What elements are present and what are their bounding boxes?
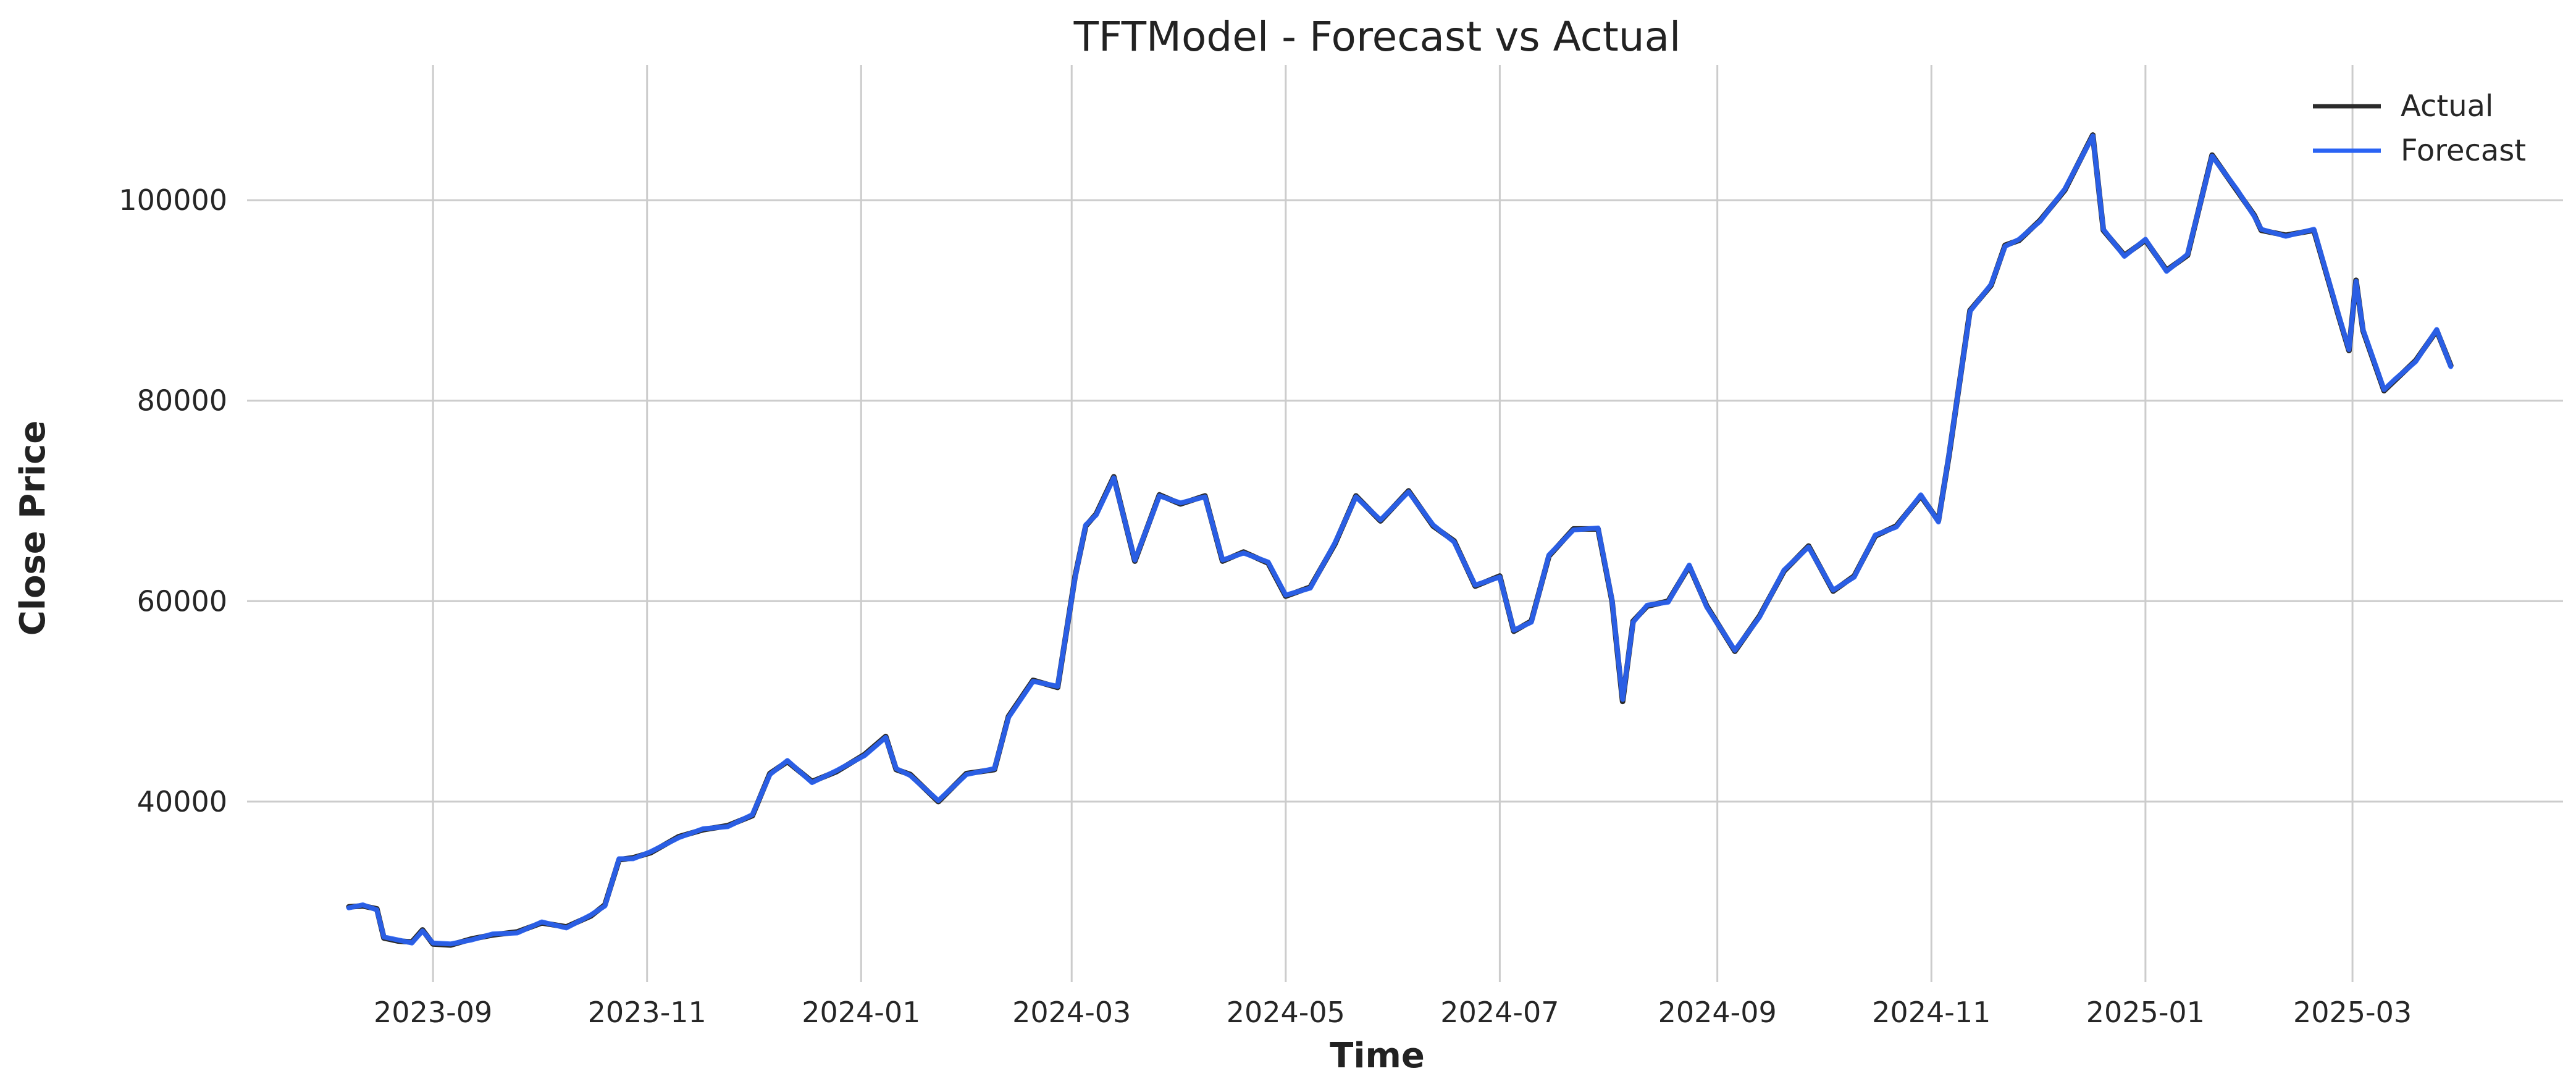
series-line-forecast xyxy=(346,133,2454,947)
legend-forecast-label: Forecast xyxy=(2401,133,2526,168)
legend-actual-label: Actual xyxy=(2401,89,2493,124)
x-tick-labels: 2023-09 2023-11 2024-01 2024-03 2024-05 2024-… xyxy=(374,996,2412,1029)
x-tick-label: 2024-03 xyxy=(1012,996,1131,1029)
legend: Actual Forecast xyxy=(2313,89,2526,168)
series-line-actual xyxy=(346,132,2454,948)
horizontal-gridlines xyxy=(247,199,2563,803)
y-axis-label: Close Price xyxy=(13,421,53,636)
y-tick-labels: 40000 60000 80000 100000 xyxy=(119,183,227,818)
x-tick-label: 2023-11 xyxy=(588,996,707,1029)
x-tick-label: 2025-03 xyxy=(2293,996,2412,1029)
x-tick-label: 2023-09 xyxy=(374,996,492,1029)
x-tick-label: 2024-11 xyxy=(1872,996,1991,1029)
x-tick-label: 2024-05 xyxy=(1227,996,1345,1029)
x-tick-label: 2024-09 xyxy=(1658,996,1777,1029)
y-tick-label: 80000 xyxy=(137,384,227,418)
x-tick-label: 2025-01 xyxy=(2086,996,2205,1029)
y-tick-label: 60000 xyxy=(137,584,227,618)
y-tick-label: 40000 xyxy=(137,785,227,818)
chart-title: TFTModel - Forecast vs Actual xyxy=(1073,13,1681,61)
x-tick-label: 2024-01 xyxy=(802,996,920,1029)
x-tick-label: 2024-07 xyxy=(1440,996,1559,1029)
vertical-gridlines xyxy=(432,65,2354,982)
y-tick-label: 100000 xyxy=(119,183,227,217)
x-axis-label: Time xyxy=(1330,1036,1425,1076)
series-lines xyxy=(346,132,2454,948)
